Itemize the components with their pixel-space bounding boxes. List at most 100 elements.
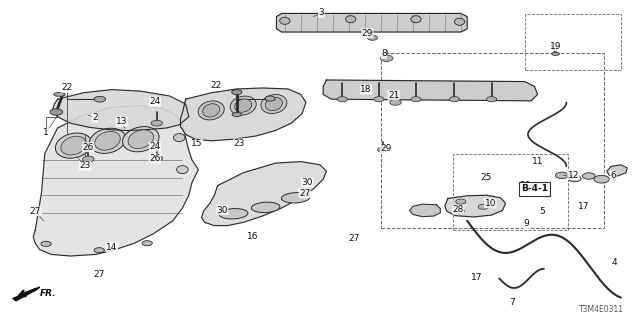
Circle shape [50, 109, 63, 115]
Text: 27: 27 [348, 234, 360, 243]
Polygon shape [52, 90, 189, 131]
Polygon shape [202, 162, 326, 226]
Circle shape [232, 90, 242, 95]
Text: 26: 26 [83, 143, 94, 152]
Text: 14: 14 [106, 243, 118, 252]
Ellipse shape [54, 92, 65, 96]
Text: T3M4E0311: T3M4E0311 [579, 305, 624, 314]
Text: 18: 18 [360, 85, 372, 94]
Text: 6: 6 [611, 171, 616, 180]
Text: 29: 29 [362, 29, 373, 38]
Text: 21: 21 [388, 91, 399, 100]
Ellipse shape [122, 127, 159, 152]
Ellipse shape [177, 166, 188, 173]
Ellipse shape [94, 96, 106, 102]
Text: 3: 3 [319, 8, 324, 17]
Text: 5: 5 [540, 207, 545, 216]
Ellipse shape [230, 96, 256, 115]
Text: 4: 4 [612, 258, 617, 267]
Circle shape [41, 241, 51, 246]
Text: 24: 24 [149, 97, 161, 106]
Ellipse shape [454, 18, 465, 25]
Text: 2: 2 [92, 113, 97, 122]
Text: 19: 19 [550, 42, 561, 51]
Text: 30: 30 [301, 178, 313, 187]
Polygon shape [607, 165, 627, 176]
Ellipse shape [552, 52, 559, 55]
Circle shape [142, 241, 152, 246]
Ellipse shape [173, 133, 185, 141]
Text: 15: 15 [191, 140, 203, 148]
Circle shape [486, 97, 497, 102]
Text: 10: 10 [484, 199, 496, 208]
Ellipse shape [61, 136, 86, 155]
Text: 23: 23 [234, 139, 245, 148]
Ellipse shape [235, 99, 252, 112]
Ellipse shape [203, 104, 220, 117]
Circle shape [151, 120, 163, 126]
Text: 20: 20 [519, 181, 531, 190]
Text: 24: 24 [149, 142, 161, 151]
Circle shape [151, 156, 163, 161]
Circle shape [478, 204, 488, 209]
Text: 26: 26 [149, 154, 161, 163]
Ellipse shape [89, 128, 126, 153]
Circle shape [456, 199, 466, 204]
Ellipse shape [280, 17, 290, 24]
Circle shape [378, 147, 388, 152]
Ellipse shape [346, 16, 356, 23]
Circle shape [454, 209, 465, 214]
Text: 12: 12 [568, 171, 579, 180]
Ellipse shape [282, 193, 310, 203]
Text: 17: 17 [471, 273, 483, 282]
Circle shape [367, 35, 378, 40]
Ellipse shape [55, 133, 92, 158]
Ellipse shape [261, 94, 287, 114]
Circle shape [337, 97, 348, 102]
Text: 1: 1 [44, 128, 49, 137]
Circle shape [374, 97, 384, 102]
Text: FR.: FR. [40, 289, 56, 298]
Text: 27: 27 [299, 189, 310, 198]
Text: 23: 23 [79, 161, 91, 170]
Text: 11: 11 [532, 157, 543, 166]
Ellipse shape [266, 97, 282, 111]
Circle shape [594, 175, 609, 183]
Text: 22: 22 [61, 84, 72, 92]
Polygon shape [180, 88, 306, 141]
Polygon shape [410, 204, 440, 217]
Circle shape [83, 156, 94, 162]
Circle shape [380, 55, 393, 61]
Circle shape [449, 97, 460, 102]
Text: 27: 27 [29, 207, 41, 216]
Polygon shape [13, 287, 40, 301]
Ellipse shape [411, 16, 421, 23]
Text: 25: 25 [481, 173, 492, 182]
Ellipse shape [265, 96, 275, 101]
Text: 8: 8 [381, 49, 387, 58]
Text: 27: 27 [93, 270, 105, 279]
Circle shape [411, 97, 421, 102]
Text: 29: 29 [380, 144, 392, 153]
Text: 22: 22 [211, 81, 222, 90]
Ellipse shape [198, 101, 224, 120]
Polygon shape [445, 195, 506, 217]
Ellipse shape [95, 132, 120, 150]
Text: 30: 30 [216, 206, 228, 215]
Text: 28: 28 [452, 205, 464, 214]
Circle shape [94, 248, 104, 253]
Text: 13: 13 [116, 117, 127, 126]
Circle shape [582, 173, 595, 179]
Polygon shape [276, 13, 467, 32]
Ellipse shape [232, 113, 242, 116]
Text: 17: 17 [578, 202, 589, 211]
Text: 7: 7 [509, 298, 515, 307]
Text: 16: 16 [247, 232, 259, 241]
Polygon shape [323, 80, 538, 101]
Circle shape [556, 172, 568, 179]
Text: B-4-1: B-4-1 [521, 184, 548, 193]
Polygon shape [33, 106, 198, 256]
Ellipse shape [128, 130, 154, 148]
Circle shape [568, 175, 581, 182]
Ellipse shape [220, 209, 248, 219]
